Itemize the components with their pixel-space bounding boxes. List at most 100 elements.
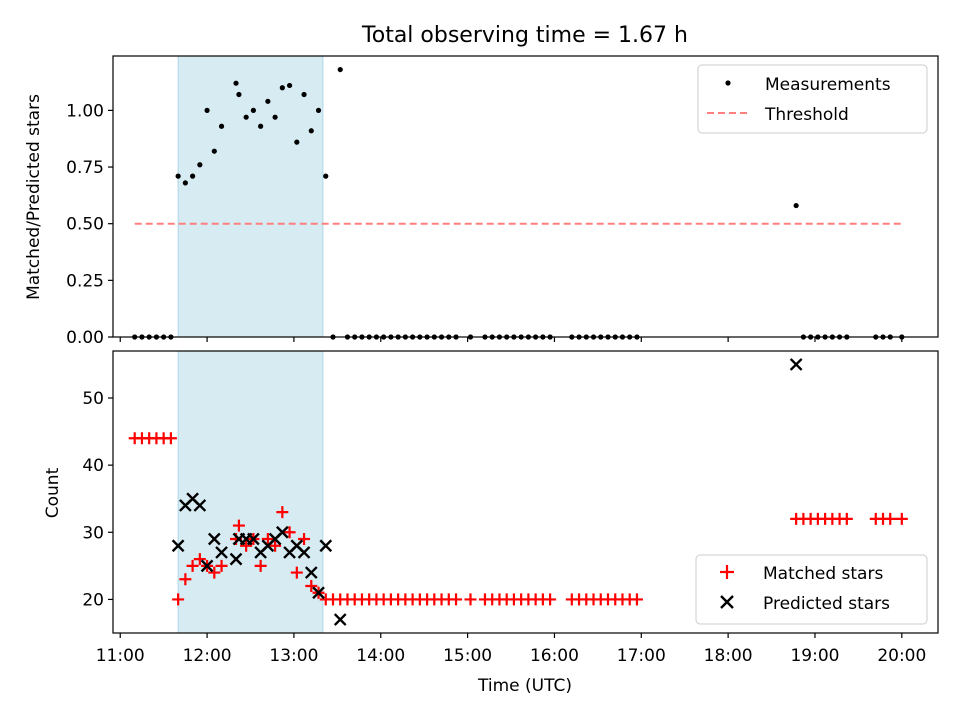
top-legend-measurements-marker — [725, 80, 731, 86]
top-chart: 0.00 0.25 0.50 0.75 1.00 Matched/Predicted s… — [24, 55, 939, 348]
matched-star-point — [276, 506, 289, 519]
matched-star-point — [450, 593, 463, 606]
top-shaded-region — [177, 55, 324, 338]
bottom-x-axis: 11:00 12:00 13:00 14:00 15:00 16:00 17:00 18:00… — [96, 633, 926, 666]
bottom-x-tick-label: 20:00 — [877, 646, 926, 666]
matched-star-point — [240, 539, 253, 552]
measurement-point — [233, 80, 239, 86]
bottom-legend-matched-label: Matched stars — [763, 564, 883, 584]
bottom-x-tick-label: 12:00 — [183, 646, 232, 666]
measurement-point — [315, 107, 322, 113]
measurement-point — [272, 114, 278, 120]
top-legend-measurements-label: Measurements — [765, 75, 891, 95]
bottom-y-tick-label: 50 — [82, 389, 104, 409]
bottom-x-tick-label: 16:00 — [530, 646, 579, 666]
bottom-y-tick-label: 20 — [82, 590, 104, 610]
predicted-star-point — [297, 546, 311, 559]
predicted-star-point — [171, 539, 185, 553]
top-y-tick-label: 0.00 — [66, 328, 104, 348]
measurement-point — [204, 107, 210, 113]
top-legend-threshold-label: Threshold — [764, 105, 849, 125]
top-shaded-interval — [177, 55, 324, 338]
measurement-point — [243, 114, 249, 120]
bottom-y-axis: 20 30 40 50 — [82, 389, 113, 610]
top-y-tick-label: 0.75 — [66, 158, 104, 178]
bottom-x-tick-label: 15:00 — [443, 646, 492, 666]
measurement-point — [308, 128, 314, 134]
bottom-x-tick-label: 13:00 — [269, 646, 318, 666]
matched-star-point — [164, 432, 177, 445]
bottom-x-axis-label: Time (UTC) — [477, 676, 572, 696]
measurement-point — [211, 148, 217, 154]
measurement-point — [175, 173, 181, 179]
matched-star-point — [298, 533, 311, 545]
matched-star-point — [193, 553, 206, 566]
measurement-point — [286, 82, 293, 89]
bottom-y-axis-label: Count — [43, 467, 63, 518]
bottom-x-tick-label: 18:00 — [704, 646, 753, 666]
bottom-y-tick-label: 40 — [82, 456, 104, 476]
bottom-legend-matched-marker — [720, 565, 734, 579]
matched-star-point — [172, 593, 185, 606]
bottom-legend: Matched stars Predicted stars — [695, 554, 928, 625]
bottom-x-tick-label: 11:00 — [96, 646, 145, 666]
matched-star-point — [269, 539, 282, 552]
predicted-star-point — [193, 499, 207, 512]
bottom-chart: 11:00 12:00 13:00 14:00 15:00 16:00 17:00 18:00… — [43, 350, 939, 696]
measurement-point — [323, 173, 329, 179]
predicted-star-point — [229, 552, 243, 566]
measurement-point — [265, 98, 271, 104]
measurement-point — [301, 91, 307, 98]
top-y-tick-label: 1.00 — [66, 101, 104, 121]
measurement-point — [218, 123, 225, 129]
bottom-legend-predicted-label: Predicted stars — [763, 594, 890, 614]
measurement-point — [236, 91, 242, 98]
matched-star-point — [544, 593, 557, 606]
matched-star-point — [179, 573, 192, 586]
matched-star-point — [215, 559, 228, 572]
top-y-tick-label: 0.50 — [66, 215, 104, 235]
predicted-star-point — [319, 539, 333, 553]
matched-star-point — [884, 512, 897, 525]
bottom-x-tick-label: 19:00 — [790, 646, 839, 666]
measurement-point — [250, 107, 256, 113]
measurement-point — [793, 202, 799, 209]
matched-star-point — [895, 512, 908, 525]
bottom-shaded-region — [177, 350, 324, 634]
bottom-points — [128, 358, 908, 626]
matched-star-point — [208, 566, 221, 579]
matched-star-point — [305, 580, 318, 592]
matched-star-point — [840, 512, 853, 525]
measurement-point — [294, 139, 300, 145]
predicted-star-point — [247, 532, 260, 546]
predicted-star-point — [207, 532, 221, 546]
top-y-axis-label: Matched/Predicted stars — [24, 94, 44, 300]
bottom-plot-frame — [112, 350, 939, 634]
bottom-legend-predicted-marker — [720, 595, 734, 609]
top-legend-frame — [697, 64, 928, 134]
matched-star-point — [630, 593, 643, 606]
predicted-star-point — [200, 559, 214, 573]
matched-star-point — [464, 593, 477, 606]
bottom-x-tick-label: 17:00 — [617, 646, 666, 666]
predicted-star-point — [215, 546, 228, 559]
matched-star-point — [261, 533, 274, 545]
predicted-star-point — [333, 613, 347, 626]
measurement-point — [182, 180, 188, 186]
matched-star-point — [232, 519, 245, 532]
top-x-ticks — [119, 337, 903, 342]
top-legend: Measurements Threshold — [697, 64, 928, 134]
bottom-shaded-interval — [177, 350, 324, 634]
matched-star-point — [283, 526, 296, 539]
top-y-axis: 0.00 0.25 0.50 0.75 1.00 — [66, 101, 113, 348]
measurement-point — [279, 85, 285, 91]
bottom-x-tick-label: 14:00 — [356, 646, 405, 666]
measurement-point — [258, 123, 264, 129]
measurement-point — [197, 162, 203, 168]
predicted-star-point — [304, 566, 318, 579]
bottom-legend-frame — [695, 554, 928, 625]
matched-star-point — [290, 566, 303, 579]
top-y-tick-label: 0.25 — [66, 271, 104, 291]
measurement-point — [190, 173, 196, 179]
